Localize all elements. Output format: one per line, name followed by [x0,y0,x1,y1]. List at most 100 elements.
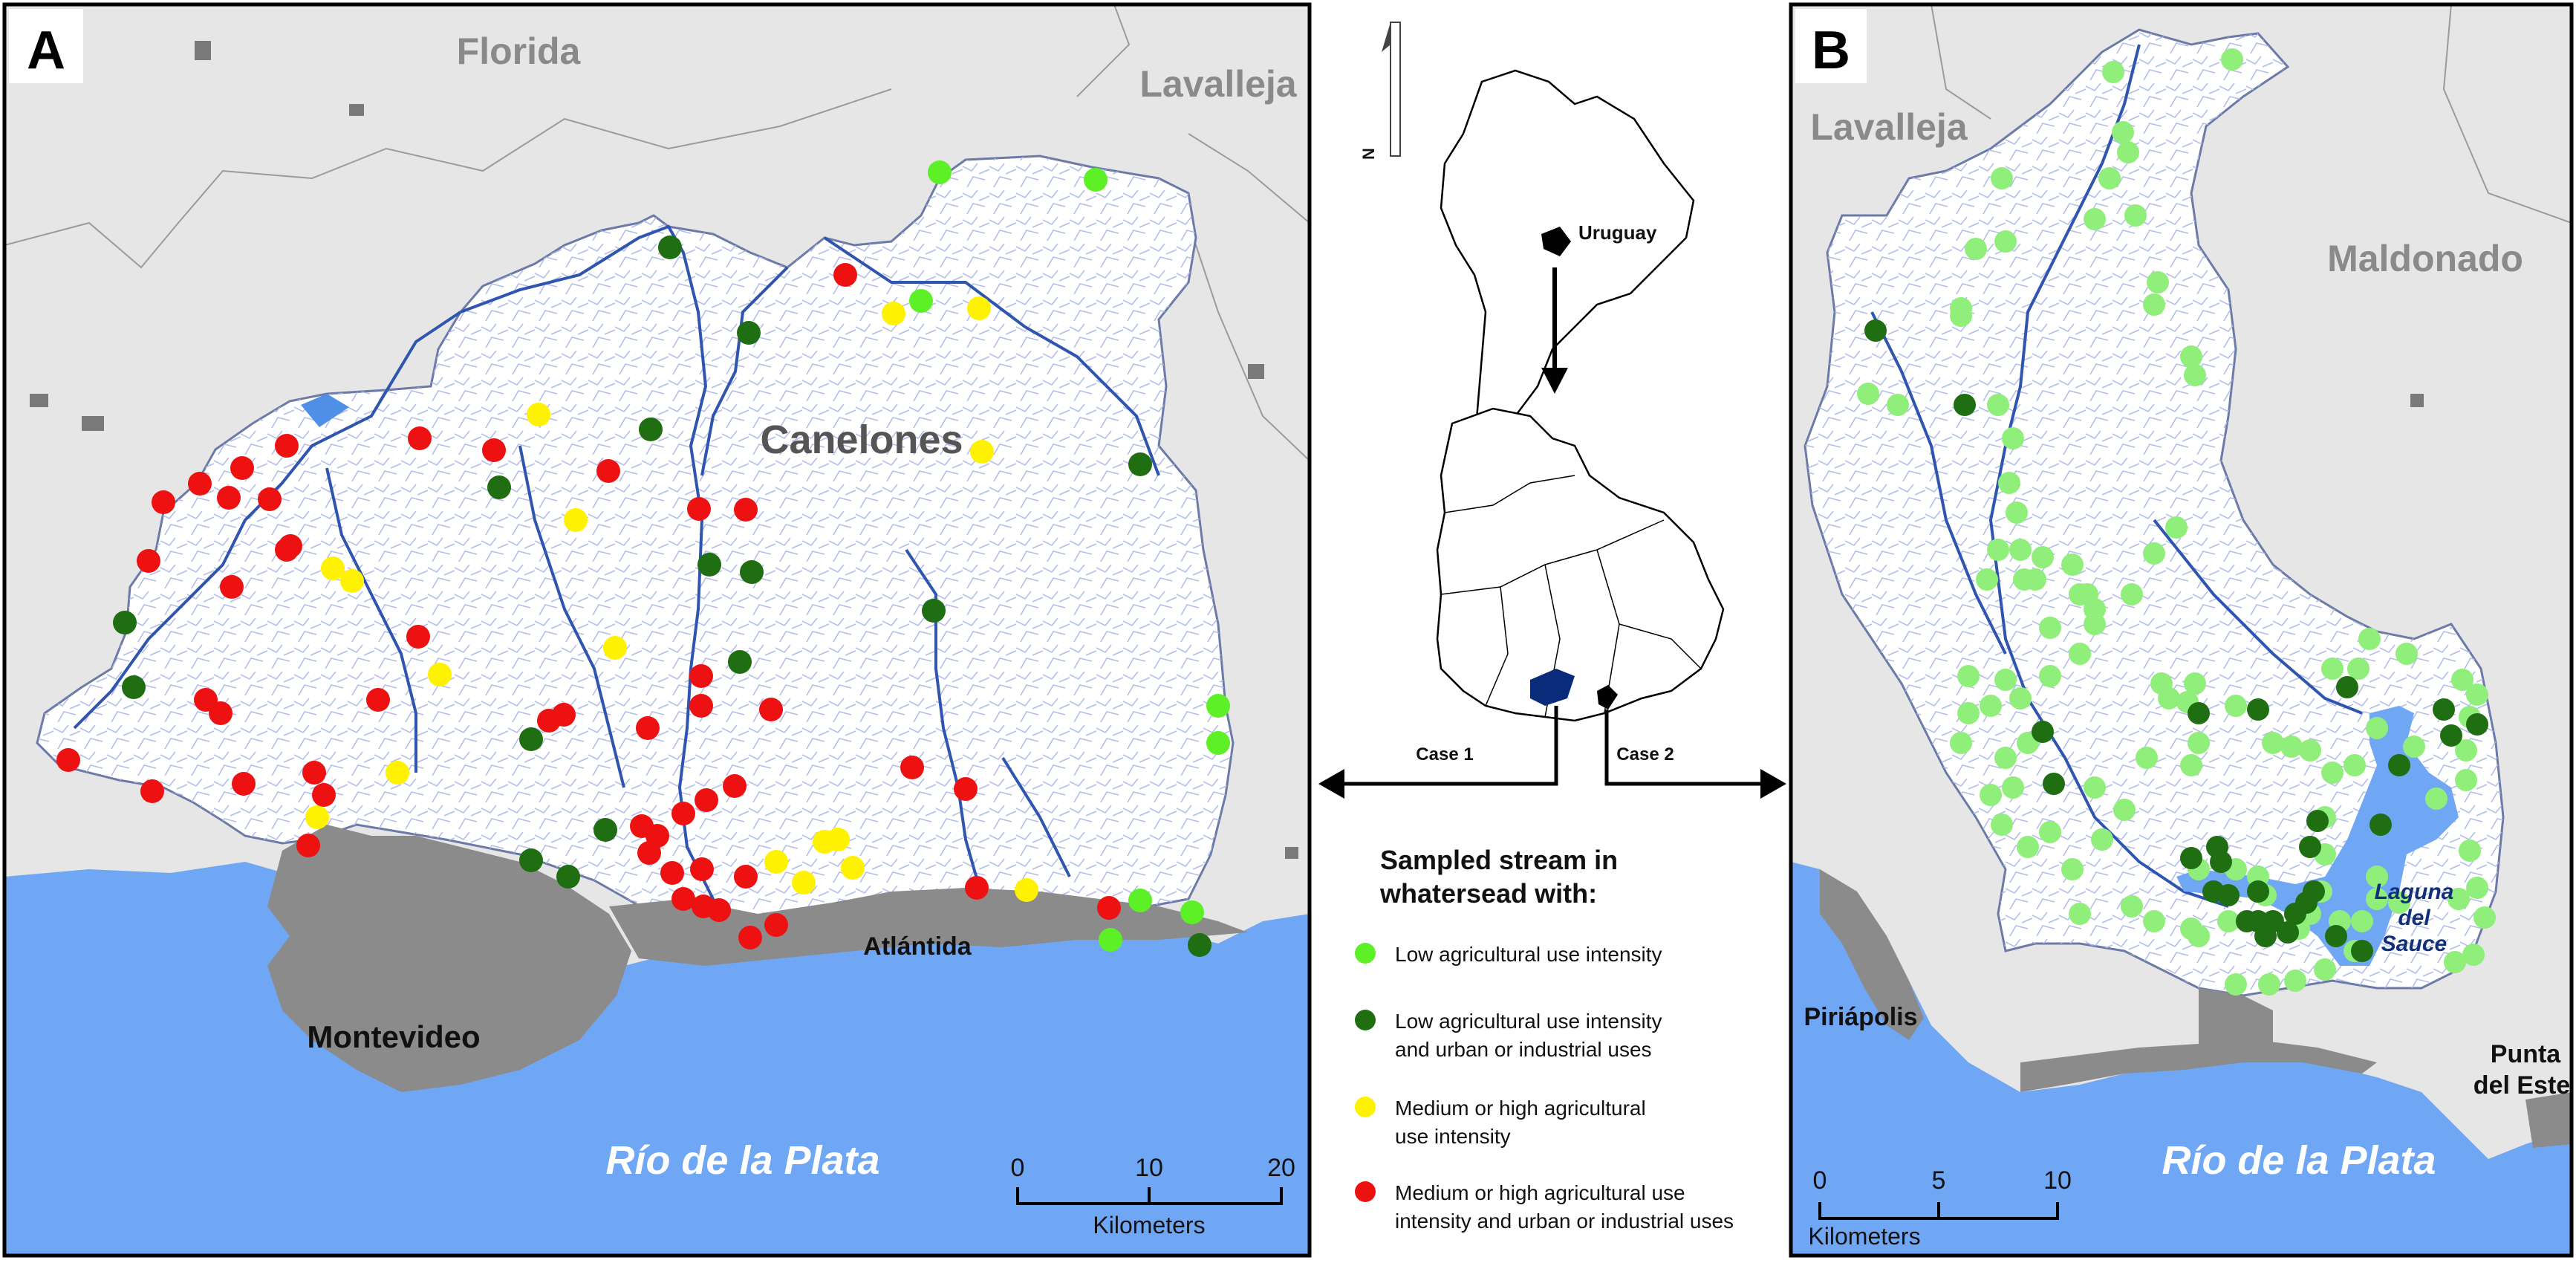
b-sample-point-low [2455,739,2477,762]
b-sample-point-low [2002,776,2024,799]
b-sample-point-low [2039,665,2061,687]
b-sample-point-low-urban [2325,925,2347,947]
b-sample-point-low [2024,568,2046,591]
b-sample-point-low-urban [2032,721,2054,743]
a-sample-point-med-high-urban [690,857,714,881]
a-sample-point-med-high [967,296,991,320]
a-sample-point-med-high-urban [707,898,731,922]
b-sample-point-low-urban [2466,713,2488,736]
rio-de-la-plata-panel-b [1791,862,2572,1256]
a-sample-point-med-high-urban [230,456,254,480]
a-sample-point-med-high-urban [408,426,432,450]
panel-b-department-borders [1931,4,2572,224]
b-sample-point-low [2299,739,2321,762]
b-sample-point-low [1957,665,1980,687]
b-sample-point-low [2459,840,2481,862]
b-sample-point-low [2396,643,2418,665]
scale-a-unit: Kilometers [1093,1212,1205,1238]
label-atlantida: Atlántida [863,932,972,961]
b-sample-point-low [2466,877,2488,899]
label-piriapolis: Piriápolis [1803,1003,1917,1031]
b-sample-point-low [2451,669,2473,691]
a-sample-point-med-high [841,856,865,880]
a-sample-point-med-high-urban [217,486,241,510]
b-sample-point-low [2444,951,2466,973]
a-sample-point-med-high-urban [833,263,857,287]
a-sample-point-low [1206,731,1230,755]
panel-a-reservoir [301,394,349,427]
a-sample-point-med-high-urban [232,772,256,796]
a-sample-point-med-high [764,850,788,874]
panel-a-department-borders [4,4,1310,461]
lake-label-line3: Sauce [2381,932,2447,956]
b-sample-point-low [2366,717,2388,739]
label-case2: Case 2 [1616,744,1674,764]
b-sample-point-low-urban [2043,773,2065,795]
a-sample-point-med-high [527,403,550,426]
a-sample-point-low-urban [113,611,137,634]
b-sample-point-low [2403,736,2425,758]
b-sample-point-low [2098,167,2121,189]
b-sample-point-low [2184,672,2206,695]
a-sample-point-low-urban [519,727,543,751]
b-sample-point-low-urban [2262,910,2284,932]
b-sample-point-low [2314,958,2336,981]
a-sample-point-low-urban [922,599,946,623]
a-sample-point-low-urban [1188,933,1211,957]
label-uruguay: Uruguay [1578,221,1657,244]
canelones-stream-network [37,156,1233,955]
panel-a-scale-bar: 0 10 20 Kilometers [1011,1154,1295,1238]
b-sample-point-low [2136,747,2158,769]
legend-label-low: Low agricultural use intensity [1395,943,1662,966]
uruguay-departments [1440,475,1702,718]
scale-a-tick-0: 0 [1011,1154,1025,1182]
a-sample-point-med-high-urban [482,438,506,462]
a-sample-point-med-high [603,636,627,660]
legend-swatch-med-high [1355,1097,1376,1117]
a-sample-point-low-urban [593,818,617,842]
a-sample-point-med-high-urban [312,783,336,807]
a-sample-point-low [1180,900,1204,924]
legend-title-line1: Sampled stream in [1380,845,1618,875]
a-sample-point-med-high-urban [687,497,711,521]
b-sample-point-low [1998,472,2020,494]
b-sample-point-low [1994,230,2017,253]
a-sample-point-med-high-urban [366,688,390,712]
b-sample-point-low [1980,695,2002,717]
b-sample-point-low-urban [2247,880,2269,903]
a-sample-point-low-urban [697,553,721,577]
label-florida: Florida [457,30,582,72]
coastal-urban-strip-a [609,888,1248,966]
a-sample-point-med-high-urban [56,748,80,772]
b-sample-point-low [2143,910,2165,932]
a-sample-point-med-high-urban [954,777,978,801]
label-lavalleja-a: Lavalleja [1139,63,1297,105]
a-sample-point-low-urban [737,321,761,345]
b-sample-point-low [1957,702,1980,724]
b-sample-point-low [2366,888,2388,910]
b-sample-point-low [2112,121,2134,143]
legend-label-med-high-2: use intensity [1395,1125,1511,1148]
case1-arrow [1344,706,1558,786]
b-sample-point-low [1994,747,2017,769]
b-sample-point-low [2017,836,2039,858]
b-sample-point-low [1987,539,2009,561]
a-sample-point-med-high-urban [1097,896,1121,920]
a-sample-point-low-urban [639,418,663,441]
scale-b-tick-0: 0 [1813,1166,1827,1195]
panel-b-sample-points [1857,48,2496,996]
b-sample-point-low [1976,568,1998,591]
b-sample-point-low-urban [2306,810,2329,832]
b-sample-point-low [1857,383,1879,405]
a-sample-point-med-high-urban [140,779,164,803]
scale-b-tick-1: 5 [1932,1166,1946,1195]
b-sample-point-low [2473,906,2496,929]
panel-b-frame [1789,2,2574,1258]
north-label: N [1359,148,1378,160]
legend-title-line2: whatersead with: [1379,878,1597,909]
b-sample-point-low [2124,204,2147,227]
a-sample-point-med-high-urban [302,761,326,785]
b-sample-point-low [2225,695,2247,717]
lake-label-line2: del [2398,906,2430,930]
